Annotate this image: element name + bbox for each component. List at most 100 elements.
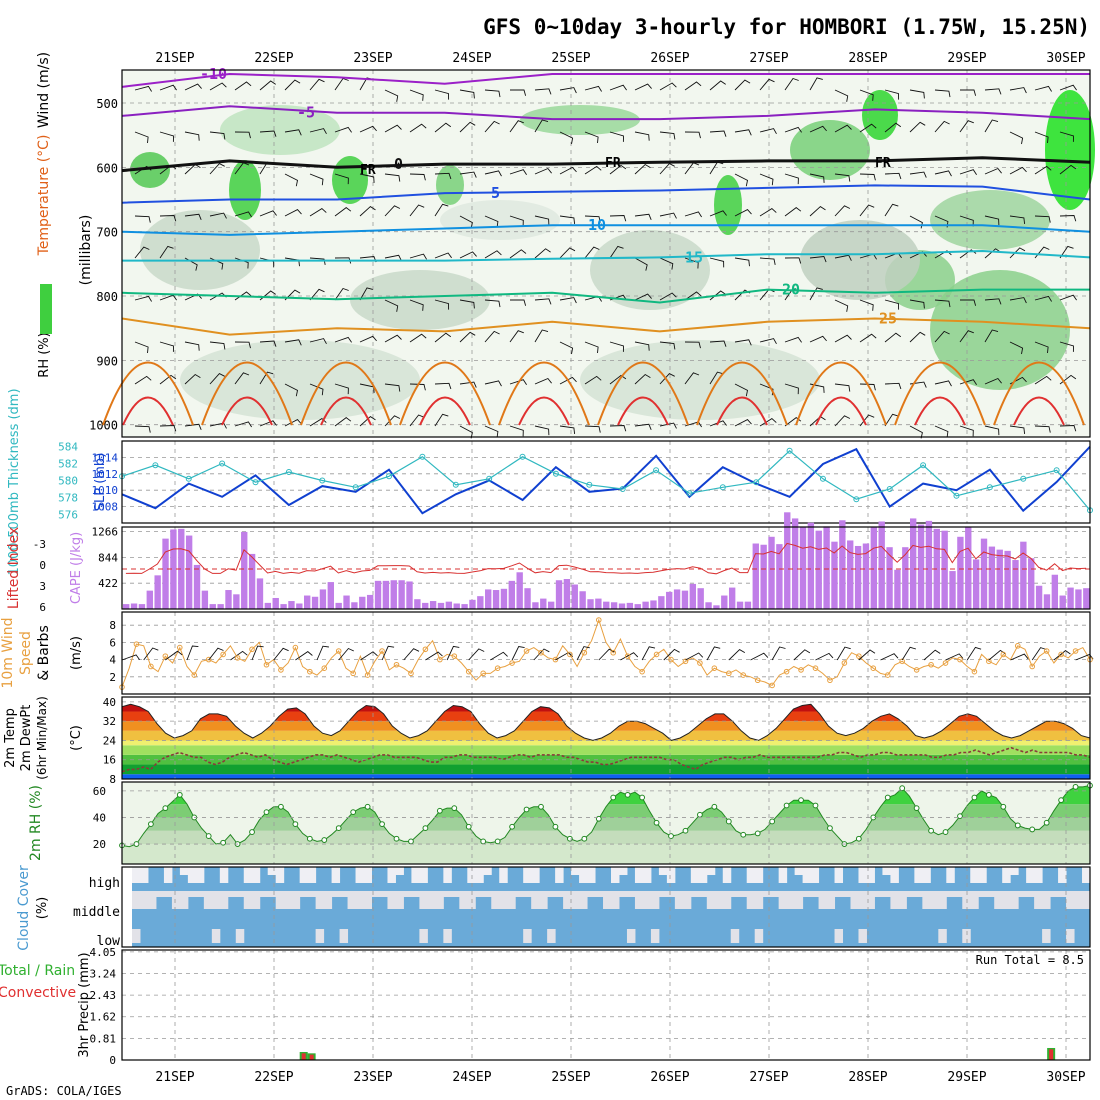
wind-axis-label-line2: Speed — [18, 631, 34, 675]
wind-speed-marker-42 — [422, 646, 429, 653]
cape-bar-106 — [957, 536, 964, 609]
rh-marker-102 — [855, 835, 862, 842]
isotherm-15 — [122, 249, 1091, 262]
upper-wind-barb-48 — [259, 210, 277, 217]
wind-speed-marker-110 — [913, 667, 920, 673]
isotherm-label-25: 25 — [879, 310, 897, 328]
upper-wind-barb-28 — [209, 131, 226, 140]
surface-wind-barb-48 — [468, 648, 485, 661]
upper-wind-barb-339 — [1059, 341, 1074, 352]
upper-wind-barb-185 — [634, 293, 652, 301]
cape-bar-95 — [870, 526, 878, 609]
upper-wind-barb-73 — [334, 126, 352, 133]
cloud-mid-clear-46 — [499, 891, 508, 909]
upper-wind-barb-294 — [934, 330, 950, 343]
upper-wind-barb-261 — [859, 89, 874, 101]
li-tick-2: 3 — [39, 580, 46, 593]
rh-marker-80 — [697, 811, 703, 818]
cloud-high-clear-66 — [658, 867, 668, 875]
cloud-mid-clear-67 — [666, 891, 676, 897]
surface-wind-barb-51 — [490, 651, 508, 661]
cloud-mid-clear-91 — [858, 891, 867, 909]
isotherm-25 — [121, 317, 1091, 336]
cloud-mid-clear-45 — [491, 891, 500, 909]
cloud-mid-clear-25 — [331, 891, 341, 897]
upper-wind-barb-236 — [784, 173, 799, 185]
slp-axis-label: SLP (mb) — [93, 453, 108, 512]
upper-wind-barb-8 — [134, 425, 151, 433]
cape-bar-117 — [1043, 594, 1051, 609]
cloud-mid-clear-17 — [267, 891, 277, 897]
cape-bar-63 — [618, 603, 626, 609]
upper-wind-barb-122 — [459, 299, 475, 309]
hot-dome-0 — [122, 396, 174, 426]
cape-bar-108 — [972, 559, 980, 609]
surface-wind-barb-114 — [945, 653, 964, 661]
upper-wind-barb-64 — [309, 128, 327, 135]
thickness-tick-0: 576 — [58, 509, 78, 522]
upper-wind-barb-248 — [809, 287, 823, 301]
cape-bar-68 — [658, 596, 665, 609]
rh-marker-78 — [682, 827, 689, 834]
upper-wind-barb-98 — [384, 415, 401, 427]
upper-wind-barb-59 — [284, 289, 301, 301]
isotherm--10 — [121, 72, 1090, 88]
upper-wind-barb-244 — [809, 125, 827, 133]
cloud-high-clear-112 — [1026, 867, 1035, 883]
rh-marker-6 — [162, 805, 169, 812]
upper-wind-barb-77 — [334, 287, 349, 301]
surface-wind-barb-96 — [815, 652, 834, 661]
upper-wind-barb-134 — [484, 425, 499, 438]
rh-marker-72 — [639, 794, 646, 801]
upper-wind-barb-91 — [384, 124, 402, 133]
cloud-mid-clear-50 — [531, 891, 540, 909]
upper-wind-barb-318 — [1009, 215, 1026, 224]
upper-wind-barb-301 — [959, 249, 977, 259]
upper-wind-barb-228 — [759, 208, 777, 217]
temp-band-8 — [122, 704, 1090, 712]
rh-marker-24 — [292, 821, 299, 827]
cloud-mid-clear-84 — [802, 891, 812, 897]
date-label-top-6: 27SEP — [749, 51, 788, 66]
cloud-high-clear-25 — [331, 867, 341, 883]
cape-bar-67 — [650, 600, 657, 609]
upper-wind-barb-183 — [634, 213, 652, 220]
upper-wind-barb-321 — [1009, 341, 1024, 355]
cloud-high-clear-18 — [275, 867, 285, 883]
upper-wind-barb-33 — [209, 341, 226, 350]
cloud-high-clear-39 — [443, 867, 452, 883]
upper-wind-barb-314 — [984, 425, 1000, 436]
upper-wind-barb-142 — [509, 379, 527, 385]
cloud-high-clear-72 — [706, 867, 716, 875]
date-label-bottom-4: 25SEP — [551, 1070, 590, 1085]
upper-wind-barb-68 — [309, 288, 325, 301]
precip-tick-1: 0.81 — [90, 1032, 117, 1045]
date-label-bottom-0: 21SEP — [155, 1070, 194, 1085]
pressure-tick-1: 600 — [96, 161, 118, 175]
cape-bar-66 — [642, 601, 649, 609]
surface-wind-barb-72 — [641, 646, 656, 661]
cape-bar-115 — [1028, 558, 1035, 609]
cloud-high-clear-64 — [642, 867, 652, 883]
rh-marker-8 — [176, 791, 183, 798]
wind-speed-marker-2 — [133, 641, 140, 647]
cloud-low-clear-52 — [547, 929, 556, 943]
cloud-high-clear-4 — [163, 867, 173, 883]
upper-wind-barb-86 — [359, 287, 373, 301]
cape-bar-75 — [713, 605, 720, 609]
cape-bar-91 — [839, 520, 846, 609]
dewpoint-line — [121, 746, 1091, 773]
cloud-high-clear-43 — [475, 867, 484, 883]
upper-wind-barb-279 — [909, 89, 925, 99]
cloud-high-clear-32 — [387, 867, 396, 883]
cloud-mid-clear-10 — [211, 891, 221, 909]
cloud-high-clear-17 — [267, 867, 277, 875]
upper-wind-barb-306 — [984, 88, 1002, 95]
upper-wind-barb-166 — [584, 246, 600, 259]
wind-speed-marker-6 — [162, 653, 169, 659]
cape-bar-85 — [791, 518, 799, 609]
date-label-bottom-8: 29SEP — [947, 1070, 986, 1085]
upper-wind-barb-308 — [984, 167, 1002, 175]
cloud-mid-clear-29 — [363, 891, 372, 909]
upper-wind-barb-43 — [234, 372, 250, 385]
